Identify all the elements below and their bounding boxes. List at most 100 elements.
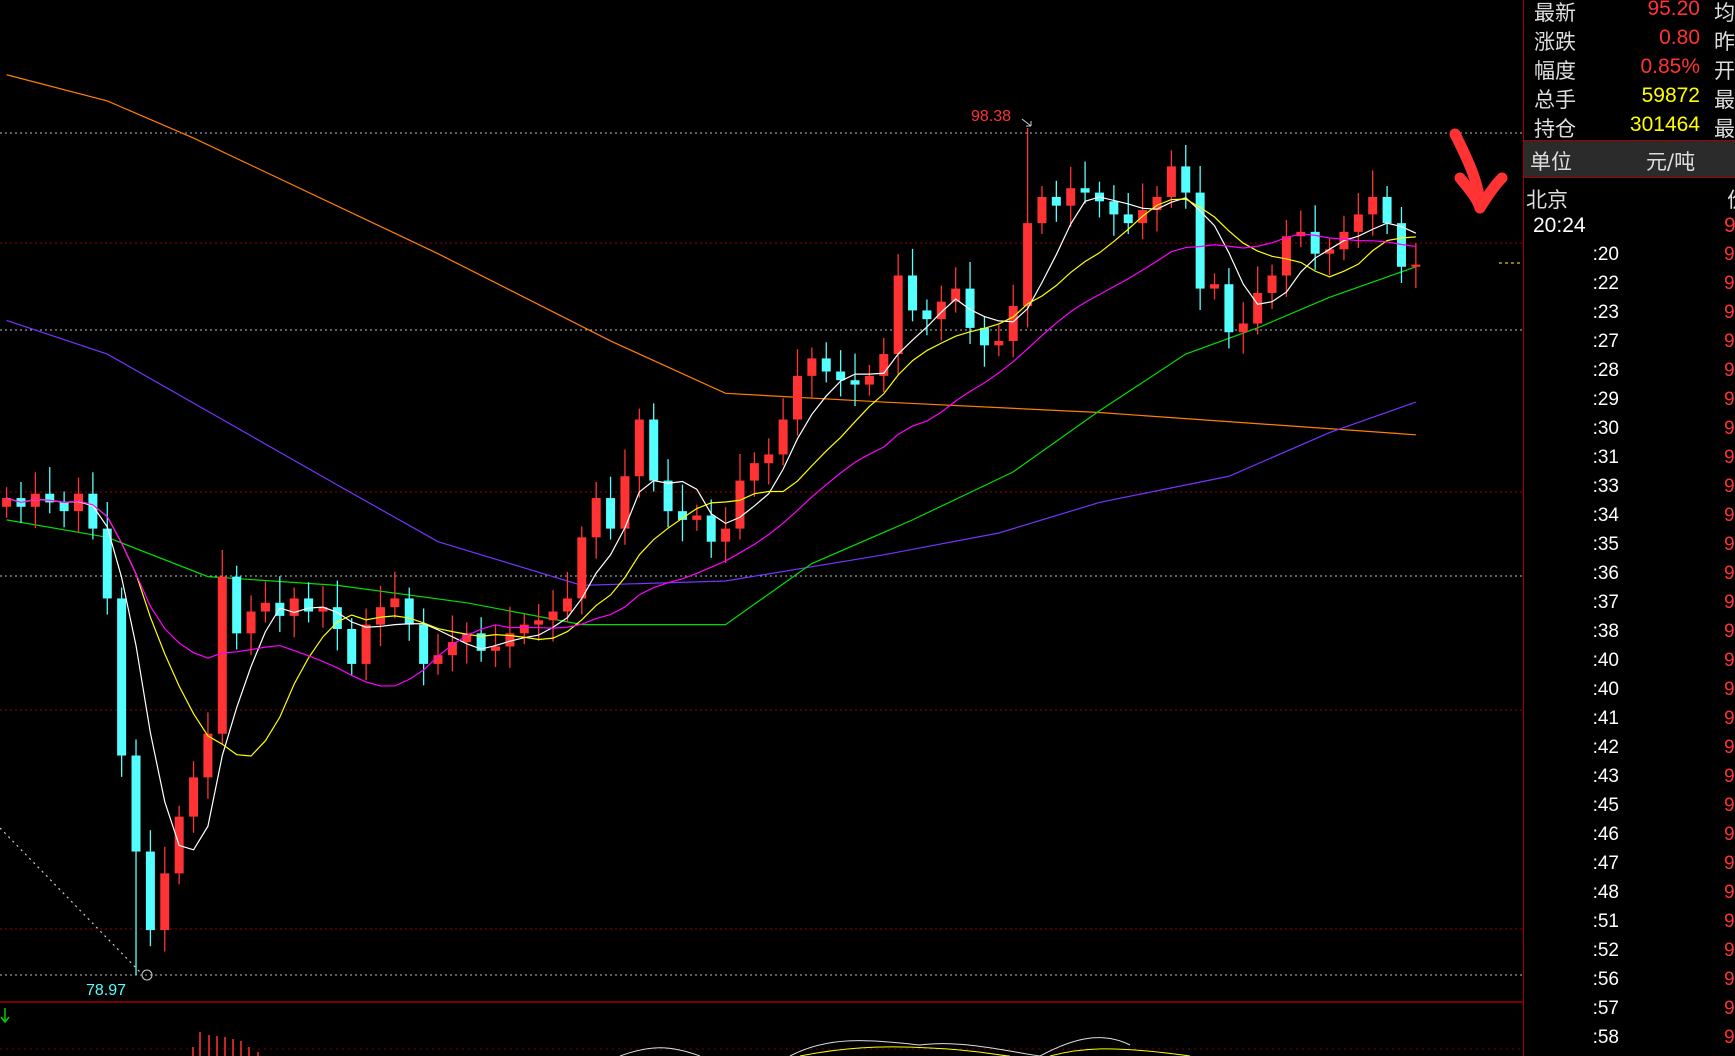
tick-row: :30 9 bbox=[1524, 418, 1735, 447]
candle-body bbox=[404, 598, 414, 625]
tick-time: :36 bbox=[1592, 563, 1619, 584]
tick-time: :46 bbox=[1592, 824, 1619, 845]
candle-body bbox=[260, 602, 270, 612]
long-moving-averages bbox=[6, 74, 1417, 626]
tick-time: :41 bbox=[1592, 708, 1619, 729]
low-price-label: 78.97 bbox=[86, 982, 126, 999]
quote-next-label: 最 bbox=[1714, 117, 1735, 141]
tick-time: :48 bbox=[1592, 882, 1619, 903]
tick-price: 9 bbox=[1724, 882, 1735, 903]
indicator-line-yellow bbox=[799, 1046, 1191, 1056]
tick-row: :42 9 bbox=[1524, 737, 1735, 766]
candle-body bbox=[807, 358, 817, 376]
candle-body bbox=[1023, 223, 1033, 307]
tick-time: :56 bbox=[1592, 969, 1619, 990]
candle-body bbox=[778, 419, 788, 455]
candle-body bbox=[548, 611, 558, 621]
candle-body bbox=[534, 620, 544, 625]
unit-value: 元/吨 bbox=[1646, 150, 1696, 174]
tick-row: :22 9 bbox=[1524, 273, 1735, 302]
tick-price: 9 bbox=[1724, 737, 1735, 758]
tick-row: :57 9 bbox=[1524, 998, 1735, 1027]
tick-time: :51 bbox=[1592, 911, 1619, 932]
candle-body bbox=[1310, 231, 1320, 254]
tick-price: 9 bbox=[1724, 795, 1735, 816]
quote-label: 幅度 bbox=[1534, 59, 1576, 83]
high-pointer-icon bbox=[1021, 118, 1032, 127]
quote-value: 301464 bbox=[1629, 113, 1700, 136]
candle-body bbox=[922, 310, 932, 320]
ma10-line bbox=[6, 198, 1416, 757]
candle-body bbox=[1123, 214, 1133, 224]
tick-row: :20 9 bbox=[1524, 244, 1735, 273]
moving-averages bbox=[6, 196, 1417, 851]
tick-row: :28 9 bbox=[1524, 360, 1735, 389]
tick-row: :56 9 bbox=[1524, 969, 1735, 998]
candle-body bbox=[735, 480, 745, 529]
candle-body bbox=[189, 777, 199, 817]
tick-row: :58 9 bbox=[1524, 1027, 1735, 1056]
candle-body bbox=[304, 598, 314, 612]
tick-price: 9 bbox=[1724, 911, 1735, 932]
tick-price: 9 bbox=[1724, 853, 1735, 874]
tick-row: :34 9 bbox=[1524, 505, 1735, 534]
candles bbox=[2, 128, 1421, 976]
candle-body bbox=[994, 340, 1004, 346]
candle-body bbox=[1166, 166, 1176, 197]
tick-price: 9 bbox=[1724, 940, 1735, 961]
grid-lines bbox=[0, 132, 1523, 976]
candle-body bbox=[275, 602, 285, 616]
candle-body bbox=[706, 515, 716, 542]
down-arrow-icon bbox=[0, 1008, 10, 1024]
candlestick-chart[interactable]: 78.97 98.38 bbox=[0, 0, 1523, 1056]
candle-body bbox=[634, 419, 644, 477]
tick-time: :52 bbox=[1592, 940, 1619, 961]
candle-body bbox=[850, 380, 860, 385]
candle-body bbox=[1325, 249, 1335, 254]
candle-body bbox=[1281, 236, 1291, 276]
candle-body bbox=[793, 375, 802, 420]
tick-time: :43 bbox=[1592, 766, 1619, 787]
quote-row: 持仓 301464 最 bbox=[1524, 113, 1735, 141]
candle-body bbox=[908, 275, 918, 311]
quote-value: 95.20 bbox=[1647, 0, 1700, 20]
tick-time: :30 bbox=[1592, 418, 1619, 439]
candle-body bbox=[203, 733, 213, 778]
candle-body bbox=[1008, 306, 1018, 341]
candle-body bbox=[1411, 264, 1421, 267]
candle-body bbox=[879, 354, 889, 376]
tick-row: :38 9 bbox=[1524, 621, 1735, 650]
tick-row: :48 9 bbox=[1524, 882, 1735, 911]
tick-time: :20 bbox=[1592, 244, 1619, 265]
indicator-line-white bbox=[619, 1037, 1131, 1056]
candle-body bbox=[577, 537, 587, 599]
candle-body bbox=[649, 419, 659, 481]
tick-price: 9 bbox=[1724, 244, 1735, 265]
quote-label: 涨跌 bbox=[1534, 30, 1576, 54]
tick-row: :27 9 bbox=[1524, 331, 1735, 360]
tick-time: :29 bbox=[1592, 389, 1619, 410]
tick-header-price: 价 bbox=[1727, 184, 1735, 214]
tick-price: 9 bbox=[1724, 331, 1735, 352]
candle-body bbox=[979, 327, 989, 346]
tick-price: 9 bbox=[1724, 679, 1735, 700]
long-ma-green-line bbox=[6, 266, 1417, 626]
quote-next-label: 最 bbox=[1714, 88, 1735, 112]
tick-price: 9 bbox=[1724, 766, 1735, 787]
candle-body bbox=[88, 493, 98, 529]
tick-price: 9 bbox=[1724, 1027, 1735, 1048]
candle-body bbox=[1238, 323, 1248, 333]
candle-body bbox=[361, 624, 371, 664]
candle-body bbox=[721, 528, 731, 542]
tick-price: 9 bbox=[1724, 534, 1735, 555]
tick-row: :35 9 bbox=[1524, 534, 1735, 563]
candle-body bbox=[447, 642, 457, 656]
tick-price: 9 bbox=[1724, 969, 1735, 990]
candle-body bbox=[390, 598, 400, 608]
candle-body bbox=[1382, 196, 1392, 224]
tick-row: :23 9 bbox=[1524, 302, 1735, 331]
candle-body bbox=[1152, 196, 1162, 211]
tick-row: :41 9 bbox=[1524, 708, 1735, 737]
tick-row: :47 9 bbox=[1524, 853, 1735, 882]
tick-time: :23 bbox=[1592, 302, 1619, 323]
